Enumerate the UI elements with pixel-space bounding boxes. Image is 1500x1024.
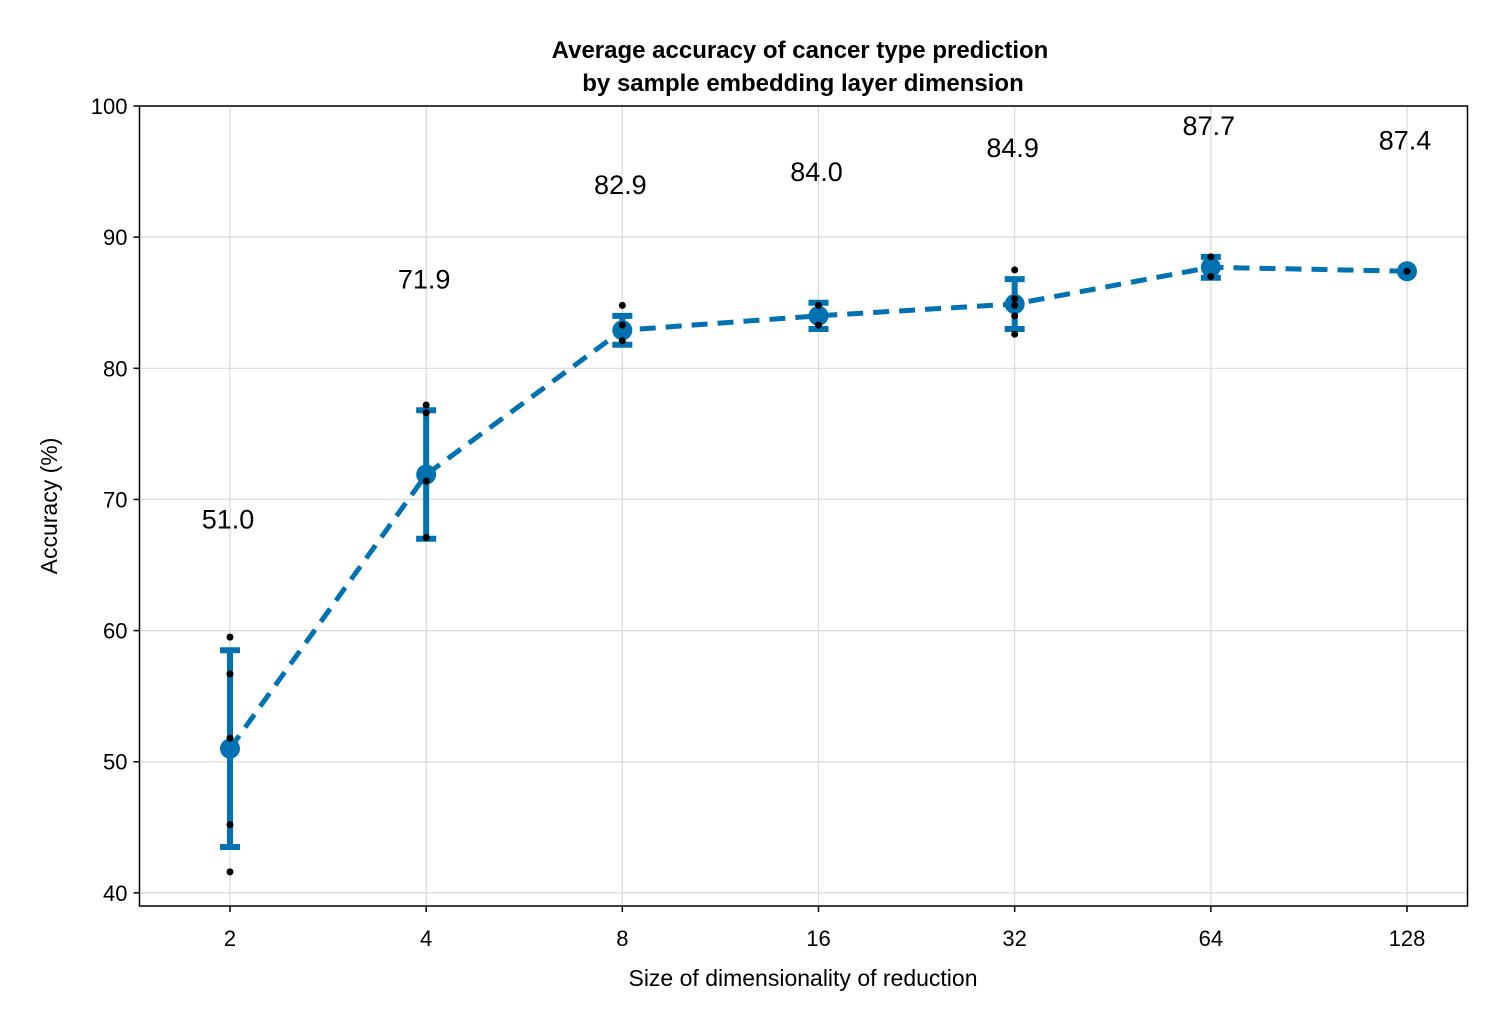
axis-ticks: 40 50 60 70 80 90 100 2 4 8 16 32 64 128 <box>91 94 1426 951</box>
run-point <box>618 337 626 345</box>
data-label: 84.9 <box>986 133 1039 163</box>
x-tick-label: 8 <box>616 926 628 951</box>
run-point <box>226 633 234 641</box>
x-tick-label: 2 <box>224 926 236 951</box>
run-point <box>422 533 430 541</box>
y-tick-label: 80 <box>103 356 127 381</box>
grid-lines <box>139 105 1468 906</box>
mean-marker <box>808 305 829 326</box>
run-point <box>226 734 234 742</box>
series-layer <box>220 253 1417 876</box>
run-point <box>226 821 234 829</box>
data-label: 71.9 <box>398 264 451 294</box>
x-axis-label: Size of dimensionality of reduction <box>628 965 977 991</box>
data-label: 87.7 <box>1183 111 1236 141</box>
data-label: 87.4 <box>1379 125 1432 155</box>
run-point <box>1011 266 1019 274</box>
chart-title-line2: by sample embedding layer dimension <box>582 70 1023 97</box>
run-point <box>422 477 430 485</box>
run-point <box>226 670 234 678</box>
run-point <box>815 321 822 329</box>
x-tick-label: 64 <box>1199 926 1223 951</box>
data-labels: 51.0 71.9 82.9 84.0 84.9 87.7 87.4 <box>202 111 1432 534</box>
mean-marker <box>220 738 240 759</box>
y-tick-label: 90 <box>103 225 127 250</box>
run-point <box>1011 312 1019 320</box>
run-point <box>226 868 234 876</box>
data-label: 51.0 <box>202 504 255 534</box>
run-point <box>618 301 626 309</box>
x-tick-label: 32 <box>1002 926 1026 951</box>
x-tick-label: 4 <box>420 926 432 951</box>
run-point <box>618 321 626 329</box>
run-point <box>1207 253 1215 261</box>
data-label: 84.0 <box>790 157 843 187</box>
mean-marker <box>1200 257 1221 278</box>
y-axis-label: Accuracy (%) <box>36 438 62 575</box>
run-point <box>1207 272 1215 280</box>
chart-title-line1: Average accuracy of cancer type predicti… <box>552 37 1049 64</box>
y-tick-label: 40 <box>103 881 127 906</box>
y-tick-label: 60 <box>103 619 127 644</box>
run-point <box>815 301 822 309</box>
mean-marker <box>612 320 633 341</box>
run-point <box>1011 295 1019 303</box>
y-tick-label: 50 <box>103 750 127 775</box>
y-tick-label: 100 <box>91 94 128 119</box>
mean-marker <box>416 464 437 485</box>
y-tick-label: 70 <box>103 487 127 512</box>
run-point <box>422 409 430 417</box>
plot-frame <box>138 105 1469 907</box>
run-point <box>422 401 430 409</box>
run-point <box>1011 330 1019 338</box>
run-point <box>1403 267 1411 275</box>
data-label: 82.9 <box>594 170 647 200</box>
x-tick-label: 128 <box>1389 926 1426 951</box>
x-tick-label: 16 <box>806 926 830 951</box>
run-point <box>1011 301 1019 309</box>
